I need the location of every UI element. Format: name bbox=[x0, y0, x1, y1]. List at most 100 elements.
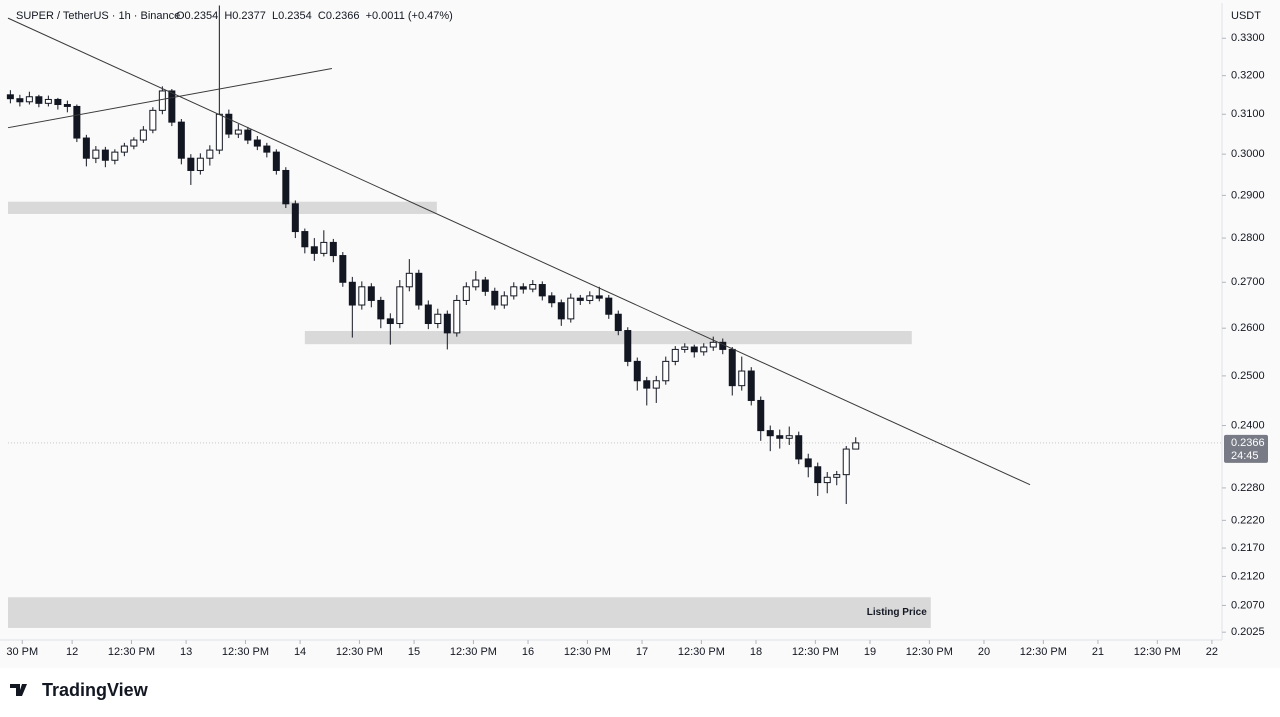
candle-body bbox=[595, 295, 603, 299]
candle-body bbox=[282, 169, 290, 205]
trendline bbox=[7, 17, 1031, 486]
x-tick-label: 17 bbox=[636, 646, 648, 658]
candle-body bbox=[158, 90, 166, 111]
x-tick-label: 12:30 PM bbox=[1134, 646, 1181, 658]
candle-body bbox=[405, 272, 413, 288]
x-tick-label: 12:30 PM bbox=[678, 646, 725, 658]
y-tick-label: 0.2070 bbox=[1231, 599, 1265, 611]
candle-body bbox=[662, 360, 670, 382]
candle-body bbox=[624, 330, 632, 362]
candle-body bbox=[82, 137, 90, 159]
candle-body bbox=[139, 129, 147, 141]
candle-body bbox=[234, 129, 242, 135]
candle-body bbox=[130, 139, 138, 147]
candle-body bbox=[358, 286, 366, 306]
candle-body bbox=[25, 96, 33, 103]
candle-body bbox=[510, 286, 518, 297]
x-tick-label: 12:30 PM bbox=[336, 646, 383, 658]
candle-body bbox=[557, 302, 565, 320]
zone-label: Listing Price bbox=[867, 607, 927, 618]
candle-body bbox=[396, 286, 404, 325]
candle-body bbox=[177, 121, 185, 159]
zone bbox=[8, 597, 931, 628]
candle-body bbox=[842, 448, 850, 476]
candle-body bbox=[54, 98, 62, 106]
candle-body bbox=[491, 290, 499, 306]
candle-body bbox=[263, 145, 271, 153]
unit-label: USDT bbox=[1231, 10, 1261, 22]
candle-body bbox=[92, 149, 100, 159]
candle-body bbox=[586, 295, 594, 301]
candle-body bbox=[168, 90, 176, 123]
x-tick-label: 12:30 PM bbox=[792, 646, 839, 658]
x-tick-label: 12 bbox=[66, 646, 78, 658]
candle-body bbox=[367, 286, 375, 301]
candle-body bbox=[814, 466, 822, 484]
y-tick-label: 0.2120 bbox=[1231, 570, 1265, 582]
x-tick-label: 12:30 PM bbox=[1020, 646, 1067, 658]
last-price-box bbox=[1224, 434, 1268, 463]
candle-body bbox=[519, 286, 527, 290]
candle-body bbox=[225, 113, 233, 135]
y-tick-label: 0.3000 bbox=[1231, 148, 1265, 160]
y-tick-label: 0.3200 bbox=[1231, 70, 1265, 82]
candle-body bbox=[538, 284, 546, 297]
candle-body bbox=[728, 348, 736, 387]
x-tick-label: 15 bbox=[408, 646, 420, 658]
candle-body bbox=[196, 157, 204, 171]
candle-body bbox=[16, 98, 24, 103]
candle-body bbox=[472, 279, 480, 288]
candle-body bbox=[785, 435, 793, 439]
candle-body bbox=[747, 370, 755, 401]
x-tick-label: 18 bbox=[750, 646, 762, 658]
candle-body bbox=[291, 203, 299, 233]
y-tick-label: 0.2025 bbox=[1231, 626, 1265, 638]
candle-body bbox=[386, 318, 394, 325]
candle-body bbox=[443, 313, 451, 334]
candle-body bbox=[253, 139, 261, 147]
zone bbox=[304, 330, 912, 345]
candle-body bbox=[690, 346, 698, 353]
candle-body bbox=[310, 246, 318, 254]
candle-body bbox=[215, 113, 223, 151]
x-tick-label: 12:30 PM bbox=[906, 646, 953, 658]
last-price-label: 0.2366 bbox=[1231, 437, 1265, 449]
candle-body bbox=[548, 295, 556, 304]
y-tick-label: 0.3300 bbox=[1231, 32, 1265, 44]
countdown-label: 24:45 bbox=[1231, 450, 1259, 462]
candle-body bbox=[35, 96, 43, 104]
x-tick-label: 12:30 PM bbox=[450, 646, 497, 658]
candle-body bbox=[453, 299, 461, 334]
candle-body bbox=[187, 157, 195, 171]
candle-body bbox=[111, 151, 119, 161]
candle-body bbox=[339, 255, 347, 283]
candle-body bbox=[757, 399, 765, 432]
candle-body bbox=[852, 442, 860, 450]
candle-body bbox=[776, 435, 784, 439]
candle-body bbox=[652, 380, 660, 389]
y-tick-label: 0.2600 bbox=[1231, 322, 1265, 334]
candle-body bbox=[481, 279, 489, 292]
candle-body bbox=[415, 272, 423, 306]
ohlc-legend: O0.2354 H0.2377 L0.2354 C0.2366 +0.0011 … bbox=[176, 10, 453, 22]
candle-body bbox=[804, 458, 812, 468]
x-tick-label: 12:30 PM bbox=[108, 646, 155, 658]
candle-body bbox=[795, 435, 803, 460]
candle-body bbox=[120, 145, 128, 153]
candle-body bbox=[671, 348, 679, 362]
candle-body bbox=[73, 105, 81, 139]
zone bbox=[8, 201, 437, 214]
x-tick-label: 22 bbox=[1206, 646, 1218, 658]
candle-body bbox=[6, 94, 14, 100]
y-tick-label: 0.2900 bbox=[1231, 189, 1265, 201]
brand-name: TradingView bbox=[42, 680, 149, 700]
candle-body bbox=[320, 241, 328, 254]
y-tick-label: 0.2280 bbox=[1231, 482, 1265, 494]
logo-icon bbox=[10, 684, 27, 696]
candle-body bbox=[329, 241, 337, 257]
candle-body bbox=[149, 109, 157, 131]
candle-body bbox=[301, 231, 309, 248]
y-tick-label: 0.2700 bbox=[1231, 276, 1265, 288]
